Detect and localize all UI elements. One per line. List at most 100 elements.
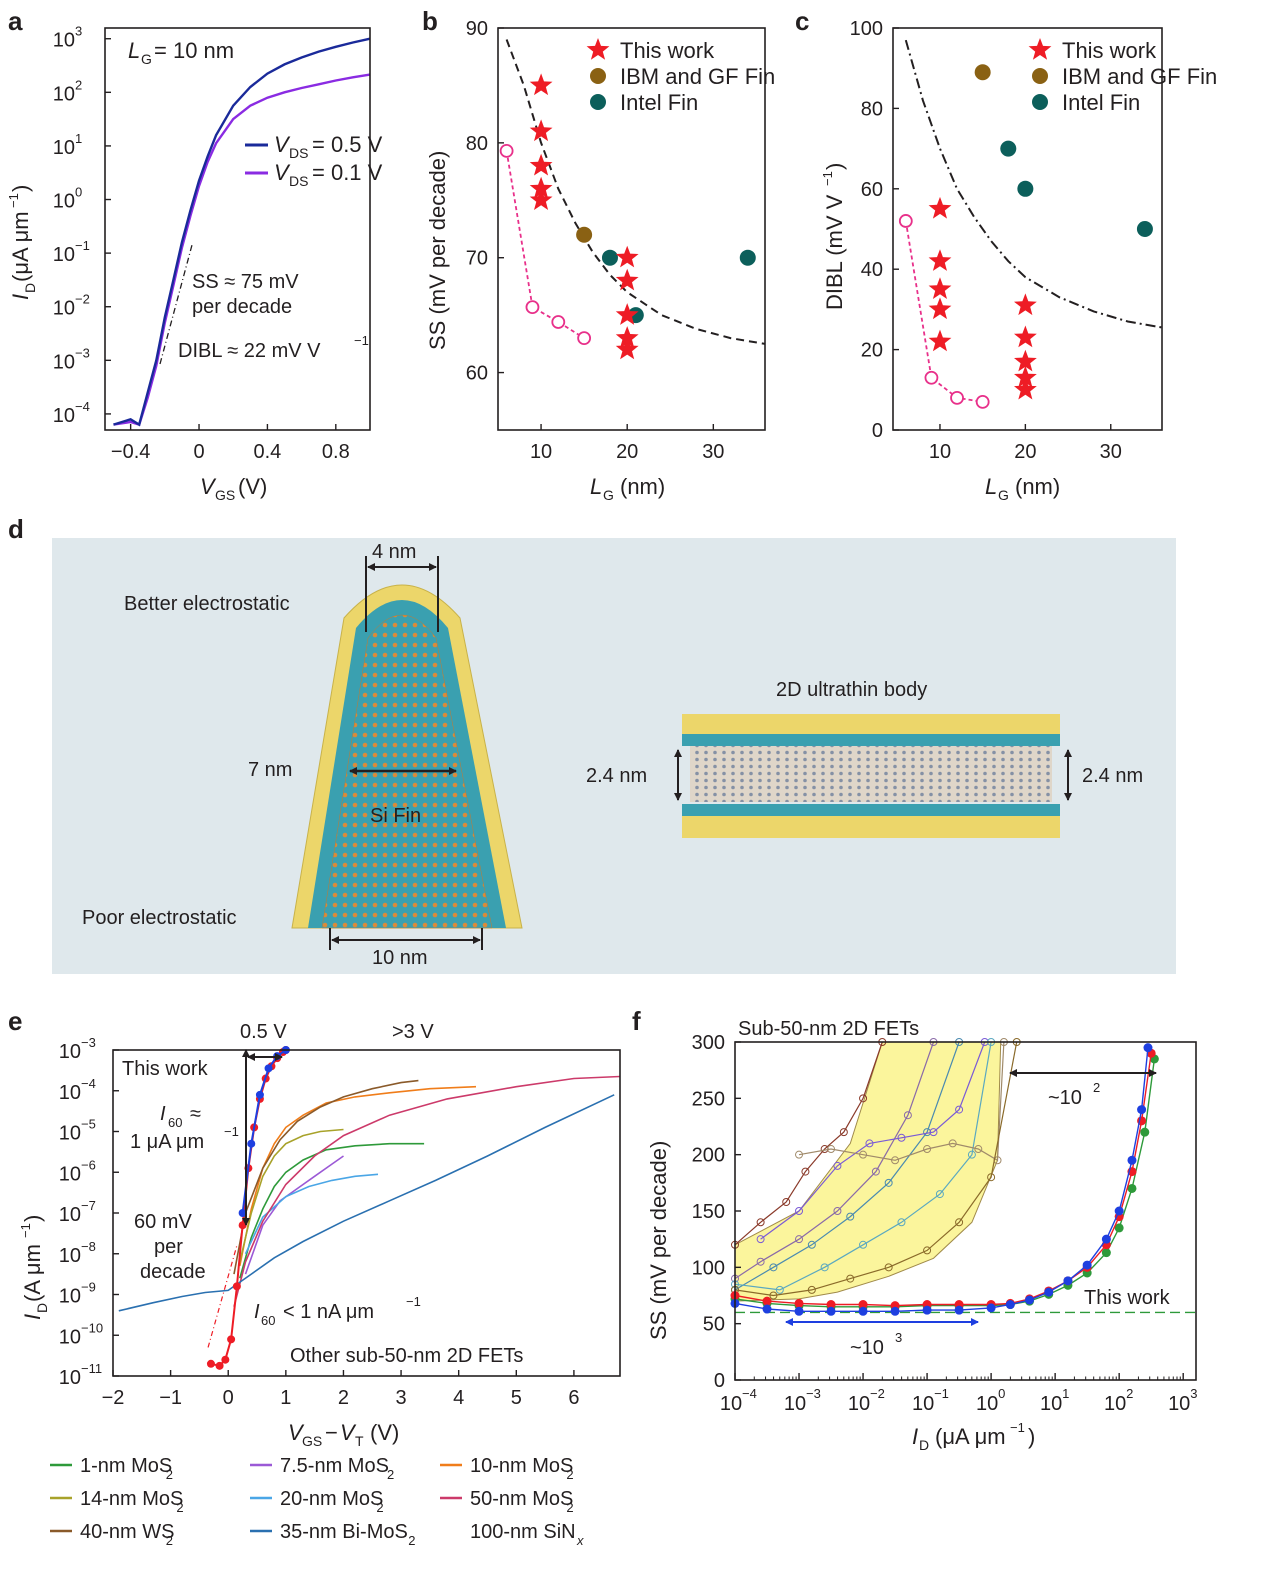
panel-b-xlabel-unit: (nm) <box>620 474 665 499</box>
panel-e-lt1-sub: 60 <box>261 1313 275 1328</box>
panel-a-xlabel-unit: (V) <box>238 474 267 499</box>
panel-c-open-point <box>924 370 939 385</box>
panel-e-xtick-label: 6 <box>568 1387 579 1409</box>
panel-f-ytick-label: 250 <box>692 1088 725 1110</box>
channel-2d-material <box>690 746 1052 802</box>
panel-e-legend-label: 10-nm MoS <box>470 1455 573 1477</box>
svg-text:−1: −1 <box>820 171 835 186</box>
panel-f-xtick-label: 10 <box>912 1393 934 1415</box>
panel-f-other-fet-point <box>955 1218 964 1227</box>
panel-f-this_work_blue-point <box>1137 1105 1147 1115</box>
panel-b-xtick-label: 10 <box>530 441 552 463</box>
panel-a-series-1 <box>113 73 371 427</box>
panel-f-other-fet-point <box>782 1197 791 1206</box>
panel-f-this_work_blue-point <box>826 1306 836 1316</box>
panel-f-range2-label: ~10 <box>850 1337 884 1359</box>
panel-a-xtick-label: −0.4 <box>111 441 150 463</box>
fin-width-top-label: 4 nm <box>372 541 416 563</box>
panel-f-other-fet-point <box>807 1240 816 1249</box>
panel-b-legend-intel: Intel Fin <box>620 90 698 115</box>
panel-e-thiswork-point <box>264 1064 273 1073</box>
panel-c-star-point <box>928 249 952 271</box>
svg-text:(μA μm: (μA μm <box>8 211 33 282</box>
panel-c-legend-star <box>1028 38 1052 60</box>
panel-a-legend-v01-sub: DS <box>289 173 308 189</box>
panel-e-i60-sub: 60 <box>168 1115 182 1130</box>
panel-f-ytick-label: 100 <box>692 1257 725 1279</box>
panel-f-other-fet-line-4 <box>734 1041 992 1291</box>
panel-f-xtick-exp: 3 <box>1190 1386 1197 1401</box>
panel-e-ylabel: I D (A μm −1 ) <box>18 1215 50 1320</box>
panel-f-other-fet-point <box>891 1156 900 1165</box>
panel-c-legend-intel-marker <box>1032 94 1048 110</box>
panel-f-other-fet-point <box>859 1150 868 1159</box>
panel-f-other-fet-point <box>807 1285 816 1294</box>
panel-f-other-fet-point <box>769 1263 778 1272</box>
panel-a-legend-v05-sub: DS <box>289 145 308 161</box>
panel-a-legend-v01: = 0.1 V <box>312 160 383 185</box>
twod-body-label: 2D ultrathin body <box>776 679 927 701</box>
panel-f-xtick-label: 10 <box>784 1393 806 1415</box>
panel-f-this_work_blue-point <box>922 1305 932 1315</box>
panel-e-series-4 <box>244 1173 379 1255</box>
panel-a-ss-label-2: per decade <box>192 296 292 318</box>
panel-c-open-point <box>950 390 964 405</box>
panel-c-ytick-label: 40 <box>861 259 883 281</box>
panel-a-frame <box>104 27 371 431</box>
panel-e-legend-sub: 2 <box>166 1533 173 1548</box>
panel-a-lg-I: L <box>128 38 140 63</box>
panel-f-other-fet-point <box>756 1218 765 1227</box>
panel-e-60mv-3: decade <box>140 1261 206 1283</box>
panel-e-60mv-ref-line <box>207 1245 238 1348</box>
panel-c-legend-thiswork: This work <box>1062 38 1157 63</box>
panel-e-series-6 <box>233 1079 419 1275</box>
panel-e-ytick-exp: −11 <box>81 1361 102 1376</box>
panel-b-legend-ibm: IBM and GF Fin <box>620 64 775 89</box>
panel-e-thiswork-point <box>227 1335 236 1344</box>
panel-a-lg-value: = 10 nm <box>154 38 234 63</box>
panel-f-xlabel-close: ) <box>1028 1424 1035 1449</box>
panel-f-this_work_red-point <box>826 1300 836 1310</box>
panel-e-xlabel-V: V <box>288 1420 305 1445</box>
panel-f-other-fet-point <box>820 1263 829 1272</box>
panel-f-xtick-label: 10 <box>720 1393 742 1415</box>
panel-a-xlabel-sub: GS <box>215 487 235 503</box>
panel-c-intel-point <box>1000 140 1017 157</box>
panel-e-legend-label: 20-nm MoS <box>280 1488 383 1510</box>
panel-f-other-fet-point <box>897 1133 906 1142</box>
panel-f-this_work_red-point <box>794 1298 804 1308</box>
panel-e-xlabel-unit: (V) <box>370 1420 399 1445</box>
panel-f-other-fet-point <box>859 1094 868 1103</box>
panel-e-thiswork-point <box>255 1090 264 1099</box>
panel-e-legend-sub: 2 <box>566 1500 573 1515</box>
panel-b-legend-ibm-marker <box>590 68 606 84</box>
panel-f-other-fet-point <box>846 1212 855 1221</box>
panel-f-this_work_blue-point <box>954 1305 964 1315</box>
panel-c-star-point <box>928 329 952 352</box>
panel-e-i60-exp: −1 <box>224 1124 239 1139</box>
panel-b-xtick-label: 20 <box>616 441 638 463</box>
panel-e-series-2 <box>239 1085 477 1267</box>
panel-f-other-fet-line-1 <box>734 1041 935 1280</box>
panel-e-ytick-label: 10 <box>59 1041 81 1063</box>
panel-e-legend-sub: 2 <box>376 1500 383 1515</box>
panel-a-ytick-label: 10 <box>53 351 75 373</box>
panel-b-legend-thiswork: This work <box>620 38 715 63</box>
svg-text:I: I <box>8 294 33 300</box>
panel-f-other-fet-point <box>833 1207 842 1215</box>
panel-e-xtick-label: −1 <box>159 1387 182 1409</box>
panel-c-legend-ibm-marker <box>1032 68 1048 84</box>
thickness-label-left: 2.4 nm <box>586 765 647 787</box>
panel-f-other-fet-point <box>833 1161 842 1170</box>
panel-f-xlabel-exp: −1 <box>1010 1420 1025 1435</box>
panel-b-star-point <box>615 326 639 348</box>
panel-e-legend-label: 7.5-nm MoS <box>280 1455 389 1477</box>
panel-f-other-fet-point <box>756 1257 765 1266</box>
svg-text:(A μm: (A μm <box>20 1244 45 1302</box>
panel-a-ytick-exp: −2 <box>75 292 90 307</box>
panel-f-other-fet-point <box>923 1246 932 1255</box>
panel-e-ytick-exp: −10 <box>81 1320 103 1335</box>
better-electrostatic-label: Better electrostatic <box>124 593 290 615</box>
panel-f-ytick-label: 50 <box>703 1314 725 1336</box>
